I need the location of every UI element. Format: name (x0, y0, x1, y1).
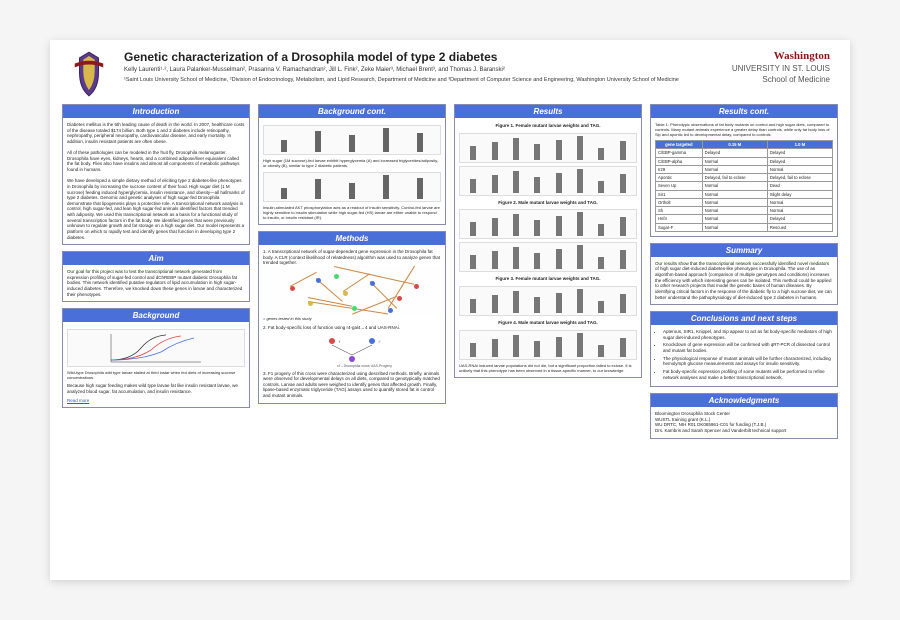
svg-text:r4→Drosophila cross UAS-Progen: r4→Drosophila cross UAS-Progeny (337, 364, 392, 368)
poster-title: Genetic characterization of a Drosophila… (124, 50, 694, 64)
bg-curve-chart (67, 329, 245, 367)
panel-conclusions: Conclusions and next steps Apterous, SIR… (650, 311, 838, 387)
f2-chart (459, 209, 637, 239)
f2b-chart (459, 242, 637, 272)
svg-text:♀: ♀ (338, 339, 341, 344)
network-diagram (263, 266, 441, 316)
intro-p1: Diabetes mellitus is the 6th leading cau… (67, 122, 245, 145)
wash-name: Washington (710, 50, 830, 62)
wash-school: School of Medicine (710, 75, 830, 84)
readmore-link[interactable]: Read more (67, 398, 245, 404)
summary-header: Summary (651, 244, 837, 257)
bg-p: Because high sugar feeding makes wild ty… (67, 383, 245, 394)
m3: 3. F1 progeny of this cross were charact… (263, 371, 441, 399)
panel-background: Background Wild-ty (62, 308, 250, 408)
m1: 1. A transcriptional network of sugar-de… (263, 249, 441, 266)
f1-title: Figure 1. Female mutant larvae weights a… (459, 122, 637, 130)
title-block: Genetic characterization of a Drosophila… (124, 50, 694, 84)
cross-diagram: ♀ ♂ r4→Drosophila cross UAS-Progeny (263, 331, 441, 371)
bgc-chart-b (263, 172, 441, 202)
results-body: Figure 1. Female mutant larvae weights a… (455, 118, 641, 377)
panel-results: Results Figure 1. Female mutant larvae w… (454, 104, 642, 378)
ack-body: Bloomington Drosophila Stock Center WUST… (651, 407, 837, 438)
panel-methods: Methods 1. A transcriptional network of … (258, 231, 446, 404)
aim-header: Aim (63, 252, 249, 265)
f4-title: Figure 4. Male mutant larvae weights and… (459, 319, 637, 327)
poster: Genetic characterization of a Drosophila… (50, 40, 850, 580)
shield-logo (70, 50, 108, 98)
intro-p2: All of these pathologies can be modeled … (67, 150, 245, 173)
resultsc-body: Table 1: Phenotypic observations of fat … (651, 118, 837, 236)
f4-chart (459, 330, 637, 360)
panel-bgcont: Background cont. High sugar (1M sucrose)… (258, 104, 446, 225)
col-4: Results cont. Table 1: Phenotypic observ… (650, 104, 838, 439)
intro-body: Diabetes mellitus is the 6th leading cau… (63, 118, 249, 244)
bgc-c1: High sugar (1M sucrose)-fed larvae exhib… (263, 158, 441, 168)
results-foot: UAS-RNAi induced larvae populations did … (459, 363, 637, 373)
conc-header: Conclusions and next steps (651, 312, 837, 325)
affiliations: ¹Saint Louis University School of Medici… (124, 77, 694, 84)
col-1: Introduction Diabetes mellitus is the 6t… (62, 104, 250, 439)
panel-resultscont: Results cont. Table 1: Phenotypic observ… (650, 104, 838, 237)
bg-header: Background (63, 309, 249, 322)
intro-header: Introduction (63, 105, 249, 118)
f3-chart (459, 286, 637, 316)
bgc-header: Background cont. (259, 105, 445, 118)
methods-body: 1. A transcriptional network of sugar-de… (259, 245, 445, 403)
resultsc-header: Results cont. (651, 105, 837, 118)
panel-ack: Acknowledgments Bloomington Drosophila S… (650, 393, 838, 439)
columns: Introduction Diabetes mellitus is the 6t… (50, 104, 850, 449)
col-3: Results Figure 1. Female mutant larvae w… (454, 104, 642, 439)
bg-caption: Wild-type Drosophila wild type larvae st… (67, 370, 245, 380)
f1b-chart (459, 166, 637, 196)
summary-body: Our results show that the transcriptiona… (651, 257, 837, 304)
bgc-body: High sugar (1M sucrose)-fed larvae exhib… (259, 118, 445, 224)
ack-l4: Drs. Kambris and Sarah Spencer and Vande… (655, 428, 833, 434)
authors: Kelly Laurenti¹·², Laura Palanker-Mussel… (124, 67, 694, 75)
pheno-table: gene targeted0.15 M1.0 MC/EBP-gammaDelay… (655, 140, 833, 232)
intro-p3: We have developed a simple dietary metho… (67, 178, 245, 240)
results-header: Results (455, 105, 641, 118)
panel-summary: Summary Our results show that the transc… (650, 243, 838, 305)
bgc-c2: Insulin-stimulated AKT phosphorylation a… (263, 205, 441, 220)
aim-body: Our goal for this project was to test th… (63, 265, 249, 301)
wash-sub: UNIVERSITY IN ST. LOUIS (710, 64, 830, 73)
methods-header: Methods (259, 232, 445, 245)
col-2: Background cont. High sugar (1M sucrose)… (258, 104, 446, 439)
panel-aim: Aim Our goal for this project was to tes… (62, 251, 250, 302)
table-caption: Table 1: Phenotypic observations of fat … (655, 122, 833, 137)
f2-title: Figure 2. Male mutant larvae weights and… (459, 199, 637, 207)
header: Genetic characterization of a Drosophila… (50, 40, 850, 104)
bgc-chart-a (263, 125, 441, 155)
panel-intro: Introduction Diabetes mellitus is the 6t… (62, 104, 250, 245)
netlabel: = genes tested in this study (263, 316, 441, 321)
washington-logo: Washington UNIVERSITY IN ST. LOUIS Schoo… (710, 50, 830, 84)
ack-header: Acknowledgments (651, 394, 837, 407)
bg-body: Wild-type Drosophila wild type larvae st… (63, 322, 249, 407)
f3-title: Figure 3. Female mutant larvae weights a… (459, 275, 637, 283)
svg-text:♂: ♂ (378, 339, 381, 344)
conc-body: Apterous, SIR1, Knippel, and Sip appear … (651, 325, 837, 386)
f1-chart (459, 133, 637, 163)
